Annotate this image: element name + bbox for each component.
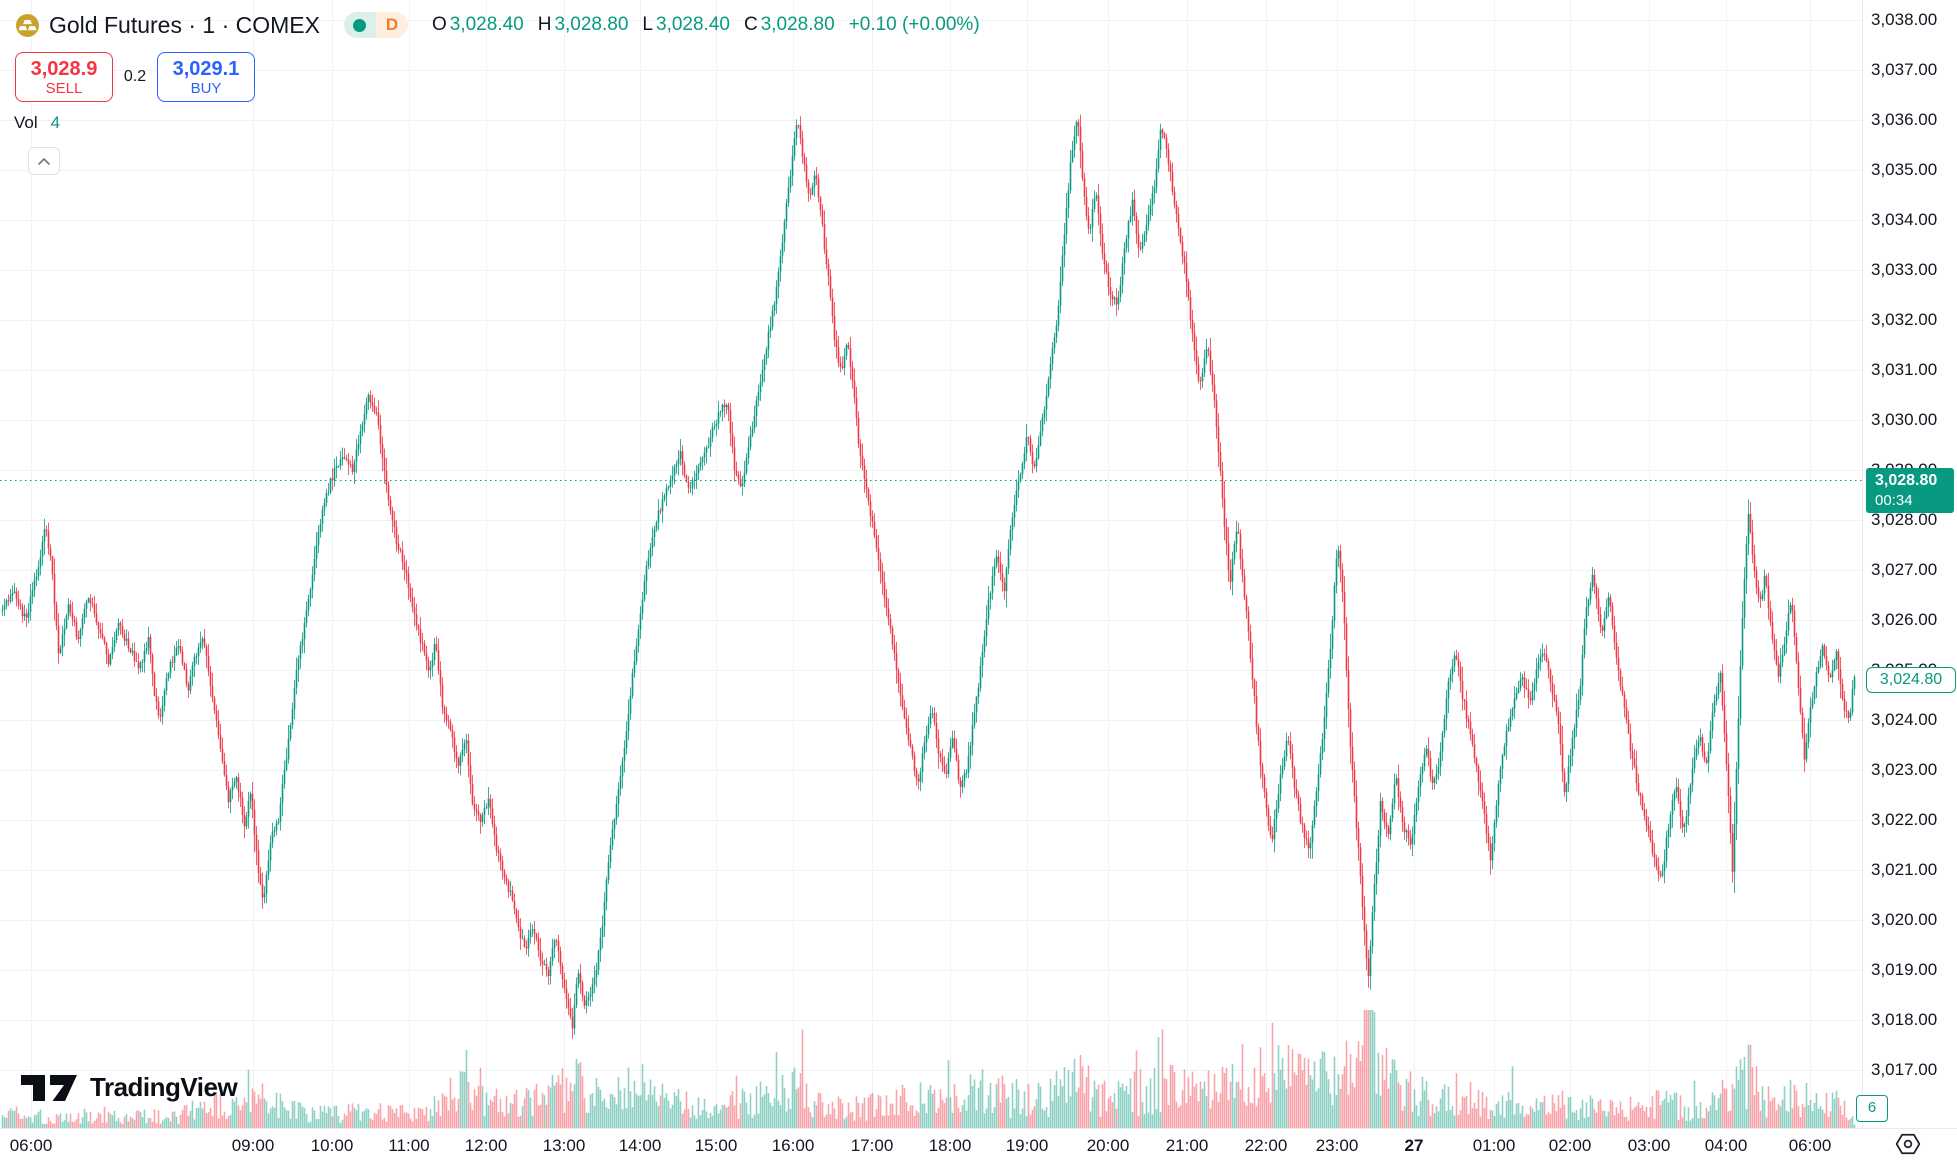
price-tick-label: 3,024.00 (1871, 710, 1938, 729)
market-status-dot-icon (343, 12, 376, 38)
volume-label: Vol (14, 113, 38, 132)
time-tick-label: 22:00 (1244, 1136, 1288, 1155)
axis-settings-button[interactable] (1895, 1132, 1921, 1156)
low-label: L (642, 14, 653, 35)
time-tick-label: 11:00 (388, 1136, 430, 1155)
last-volume-tag: 6 (1856, 1095, 1888, 1122)
price-tick-label: 3,028.00 (1871, 510, 1938, 529)
price-tick-label: 3,030.00 (1871, 410, 1938, 429)
time-tick-label: 23:00 (1315, 1136, 1359, 1155)
time-tick-label: 04:00 (1704, 1136, 1748, 1155)
time-tick-label: 02:00 (1548, 1136, 1592, 1155)
candle-bodies-up (1, 121, 1856, 1029)
price-tick-label: 3,033.00 (1871, 260, 1938, 279)
legend-collapse-button[interactable] (28, 147, 60, 175)
price-tick-label: 3,022.00 (1871, 810, 1938, 829)
gold-futures-icon (16, 13, 39, 37)
time-tick-label: 03:00 (1627, 1136, 1671, 1155)
price-tick-label: 3,038.00 (1871, 10, 1938, 29)
price-tick-label: 3,020.00 (1871, 910, 1938, 929)
price-axis[interactable]: 3,038.00 3,037.00 3,036.00 3,035.00 3,034.00… (1862, 0, 1957, 1128)
time-tick-label: 10:00 (310, 1136, 354, 1155)
buy-price: 3,029.1 (172, 57, 240, 80)
current-price-tag: 3,028.80 00:34 (1866, 468, 1954, 513)
interval-badge: D (375, 12, 408, 38)
sell-label: SELL (45, 79, 83, 97)
volume-bars-up (1, 1010, 1856, 1128)
price-tick-label: 3,037.00 (1871, 60, 1938, 79)
candle-wicks-down (8, 114, 1849, 1039)
ohlc-values: O 3,028.40 H 3,028.80 L 3,028.40 C 3,028.80 … (432, 14, 980, 36)
tradingview-mark-icon (21, 1074, 77, 1101)
sell-price: 3,028.9 (30, 57, 98, 80)
price-tick-label: 3,032.00 (1871, 310, 1938, 329)
price-tick-label: 3,023.00 (1871, 760, 1938, 779)
current-price-value: 3,028.80 (1875, 472, 1938, 489)
change-value: +0.10 (+0.00%) (848, 14, 980, 35)
open-value: 3,028.40 (449, 14, 524, 35)
price-tick-label: 3,034.00 (1871, 210, 1938, 229)
low-value: 3,028.40 (656, 14, 730, 35)
time-tick-label: 01:00 (1472, 1136, 1516, 1155)
time-tick-label: 12:00 (464, 1136, 508, 1155)
price-tick-label: 3,019.00 (1871, 960, 1938, 979)
chart-canvas[interactable] (0, 0, 1862, 1128)
hexagon-icon (1895, 1133, 1921, 1155)
symbol-row: Gold Futures · 1 · COMEX D O 3,028.40 H 3,… (16, 9, 980, 41)
candlestick-chart[interactable] (0, 0, 1862, 1128)
trade-buttons-row: 3,028.9 SELL 0.2 3,029.1 BUY (15, 52, 255, 102)
time-tick-label: 06:00 (9, 1136, 53, 1155)
high-label: H (537, 14, 552, 35)
price-tick-label: 3,036.00 (1871, 110, 1938, 129)
time-tick-label: 06:00 (1788, 1136, 1832, 1155)
price-tick-label: 3,027.00 (1871, 560, 1938, 579)
buy-label: BUY (190, 79, 222, 97)
sell-button[interactable]: 3,028.9 SELL (15, 52, 113, 102)
price-tick-label: 3,021.00 (1871, 860, 1938, 879)
time-tick-label: 18:00 (928, 1136, 972, 1155)
candle-bodies-down (7, 121, 1850, 1029)
price-tick-label: 3,018.00 (1871, 1010, 1938, 1029)
time-tick-label: 15:00 (694, 1136, 738, 1155)
volume-legend: Vol 4 (14, 113, 60, 133)
price-tick-label: 3,035.00 (1871, 160, 1938, 179)
tradingview-logo-text: TradingView (90, 1072, 238, 1102)
high-value: 3,028.80 (554, 14, 629, 35)
tradingview-logo[interactable]: TradingView (20, 1072, 238, 1103)
volume-value: 4 (50, 113, 61, 132)
chevron-up-icon (38, 157, 50, 165)
price-tick-label: 3,031.00 (1871, 360, 1938, 379)
open-label: O (431, 14, 447, 35)
buy-button[interactable]: 3,029.1 BUY (157, 52, 255, 102)
time-tick-label: 20:00 (1086, 1136, 1130, 1155)
dot-icon (1903, 1139, 1913, 1149)
close-label: C (743, 14, 758, 35)
bar-countdown: 00:34 (1875, 492, 1913, 509)
price-tick-label: 3,026.00 (1871, 610, 1938, 629)
time-tick-label: 16:00 (771, 1136, 815, 1155)
time-tick-label: 27 (1404, 1136, 1424, 1155)
last-price-tag: 3,024.80 (1866, 667, 1956, 693)
volume-bars-down (7, 1010, 1850, 1128)
time-tick-label: 17:00 (850, 1136, 894, 1155)
price-tick-label: 3,017.00 (1871, 1060, 1938, 1079)
status-interval-badge: D (343, 12, 408, 38)
grid-lines (0, 0, 1862, 1128)
time-tick-label: 19:00 (1005, 1136, 1049, 1155)
close-value: 3,028.80 (760, 14, 835, 35)
candle-wicks-up (2, 119, 1855, 1035)
symbol-title[interactable]: Gold Futures · 1 · COMEX (49, 11, 320, 38)
time-tick-label: 14:00 (618, 1136, 662, 1155)
time-axis[interactable]: 06:00 09:00 10:00 11:00 12:00 13:00 14:00 15:00… (0, 1128, 1957, 1168)
time-tick-label: 21:00 (1165, 1136, 1209, 1155)
spread-value: 0.2 (123, 68, 147, 85)
time-tick-label: 09:00 (231, 1136, 275, 1155)
time-tick-label: 13:00 (542, 1136, 586, 1155)
